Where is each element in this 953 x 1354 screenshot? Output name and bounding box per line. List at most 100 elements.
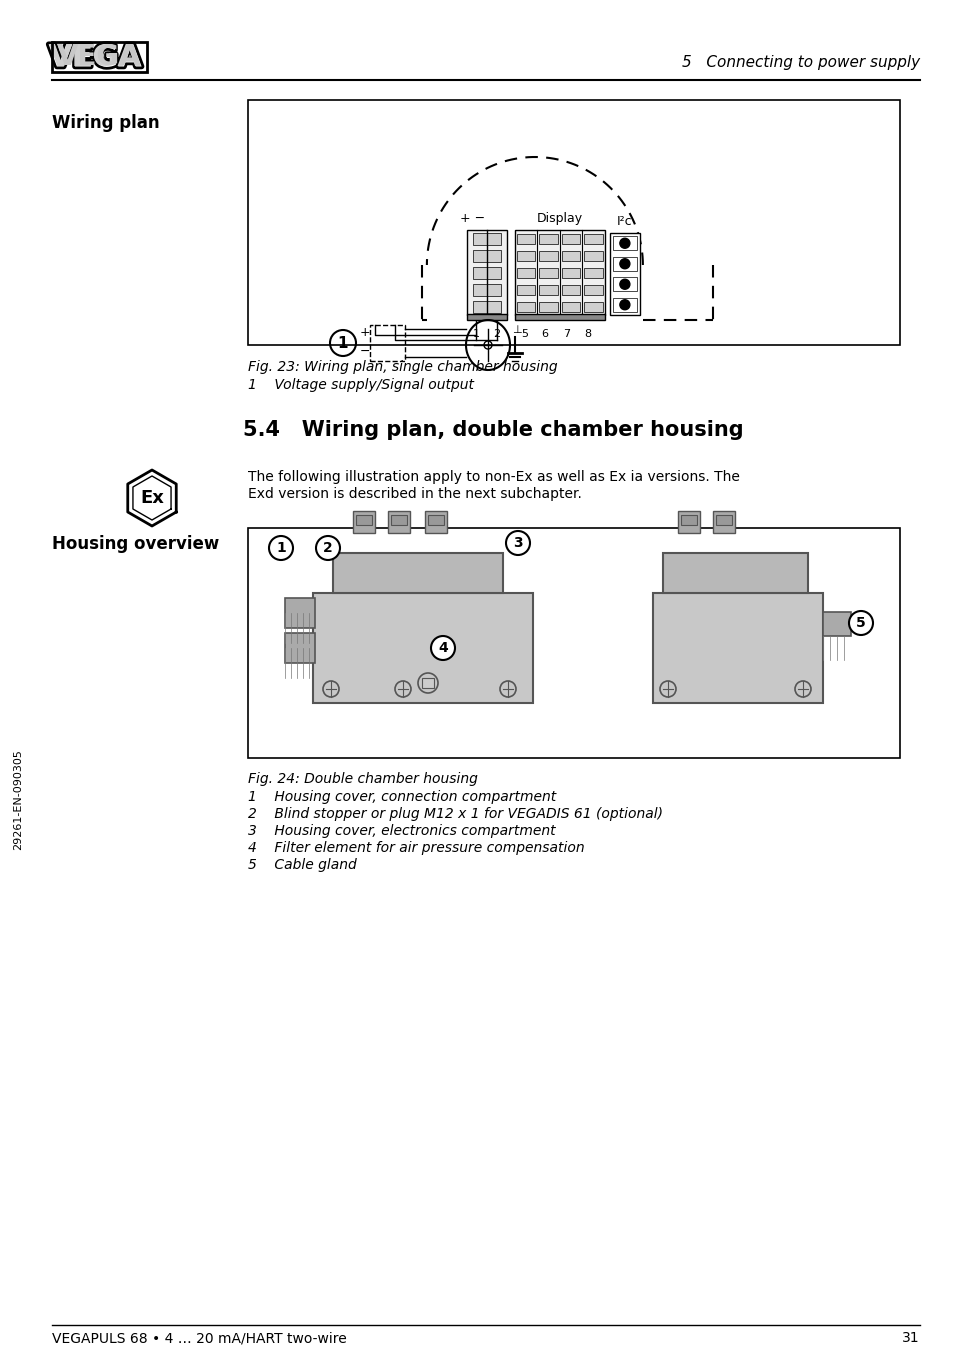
Bar — [612, 236, 637, 250]
Bar — [473, 301, 500, 313]
Bar — [538, 302, 558, 311]
Text: 2    Blind stopper or plug M12 x 1 for VEGADIS 61 (optional): 2 Blind stopper or plug M12 x 1 for VEGA… — [248, 807, 662, 821]
Bar — [517, 268, 535, 278]
Text: I²c: I²c — [617, 215, 632, 227]
Text: 5    Cable gland: 5 Cable gland — [248, 858, 356, 872]
Circle shape — [619, 299, 629, 310]
Text: 31: 31 — [902, 1331, 919, 1345]
Bar — [680, 515, 697, 525]
Circle shape — [619, 279, 629, 290]
Bar — [612, 278, 637, 291]
Text: 7: 7 — [562, 329, 570, 338]
Bar — [584, 302, 602, 311]
Bar — [370, 325, 405, 362]
Bar — [517, 302, 535, 311]
Text: 5   Connecting to power supply: 5 Connecting to power supply — [681, 54, 919, 69]
Text: Housing overview: Housing overview — [52, 535, 219, 552]
Bar — [538, 250, 558, 260]
Bar — [712, 510, 734, 533]
Circle shape — [505, 531, 530, 555]
Text: VEGA: VEGA — [56, 43, 141, 70]
Bar — [584, 284, 602, 295]
Circle shape — [619, 259, 629, 268]
Bar — [285, 634, 314, 663]
Text: Wiring plan: Wiring plan — [52, 114, 159, 131]
Bar — [561, 268, 579, 278]
Bar — [584, 250, 602, 260]
Bar — [662, 552, 807, 593]
Bar — [353, 510, 375, 533]
Bar — [428, 515, 443, 525]
Text: 4    Filter element for air pressure compensation: 4 Filter element for air pressure compen… — [248, 841, 584, 854]
FancyBboxPatch shape — [248, 100, 899, 345]
Text: 1: 1 — [472, 329, 478, 338]
Text: 2: 2 — [323, 542, 333, 555]
Text: 5: 5 — [521, 329, 528, 338]
Bar — [421, 678, 434, 688]
Bar — [388, 510, 410, 533]
Bar — [466, 314, 506, 320]
Text: The following illustration apply to non-Ex as well as Ex ia versions. The: The following illustration apply to non-… — [248, 470, 740, 483]
Text: 8: 8 — [583, 329, 591, 338]
Text: 2: 2 — [493, 329, 500, 338]
Bar — [515, 314, 604, 320]
Text: −: − — [359, 344, 370, 357]
Bar — [473, 233, 500, 245]
Circle shape — [315, 536, 339, 561]
Text: Ex: Ex — [140, 489, 164, 506]
Bar — [333, 552, 502, 593]
Text: 3: 3 — [513, 536, 522, 550]
Text: ⊥: ⊥ — [512, 325, 521, 334]
Bar — [473, 267, 500, 279]
Bar — [716, 515, 731, 525]
Bar — [678, 510, 700, 533]
Bar — [517, 250, 535, 260]
Text: Fig. 23: Wiring plan, single chamber housing: Fig. 23: Wiring plan, single chamber hou… — [248, 360, 558, 374]
Bar — [538, 284, 558, 295]
Text: 29261-EN-090305: 29261-EN-090305 — [13, 750, 23, 850]
Bar — [538, 233, 558, 244]
Text: VEGA: VEGA — [49, 43, 141, 73]
Text: +: + — [359, 326, 370, 340]
Bar — [609, 233, 639, 315]
Bar — [561, 302, 579, 311]
Bar — [561, 250, 579, 260]
Bar — [473, 249, 500, 261]
Bar — [473, 283, 500, 295]
Text: 5.4   Wiring plan, double chamber housing: 5.4 Wiring plan, double chamber housing — [243, 420, 742, 440]
Circle shape — [431, 636, 455, 659]
Bar — [391, 515, 407, 525]
Bar — [538, 268, 558, 278]
Circle shape — [269, 536, 293, 561]
Text: Display: Display — [537, 213, 582, 225]
Bar — [355, 515, 372, 525]
Polygon shape — [128, 470, 176, 525]
Bar — [466, 230, 506, 315]
Text: VEGA: VEGA — [49, 43, 141, 73]
Bar — [612, 298, 637, 311]
Circle shape — [619, 238, 629, 248]
Text: 4: 4 — [437, 640, 447, 655]
Bar — [584, 233, 602, 244]
Text: 1    Voltage supply/Signal output: 1 Voltage supply/Signal output — [248, 378, 474, 393]
Text: 1    Housing cover, connection compartment: 1 Housing cover, connection compartment — [248, 789, 556, 804]
Bar — [424, 510, 447, 533]
Text: Exd version is described in the next subchapter.: Exd version is described in the next sub… — [248, 487, 581, 501]
Bar — [517, 233, 535, 244]
Text: 1: 1 — [337, 336, 348, 351]
Text: + −: + − — [460, 213, 485, 225]
Bar — [517, 284, 535, 295]
Bar — [561, 284, 579, 295]
Text: 3    Housing cover, electronics compartment: 3 Housing cover, electronics compartment — [248, 825, 555, 838]
Circle shape — [848, 611, 872, 635]
FancyBboxPatch shape — [248, 528, 899, 758]
Text: Fig. 24: Double chamber housing: Fig. 24: Double chamber housing — [248, 772, 477, 787]
Text: 5: 5 — [855, 616, 865, 630]
Bar — [515, 230, 604, 315]
Bar — [652, 593, 822, 703]
Text: 6: 6 — [540, 329, 548, 338]
Bar — [285, 598, 314, 628]
Bar — [313, 593, 533, 703]
Bar — [822, 612, 850, 636]
Bar — [584, 268, 602, 278]
